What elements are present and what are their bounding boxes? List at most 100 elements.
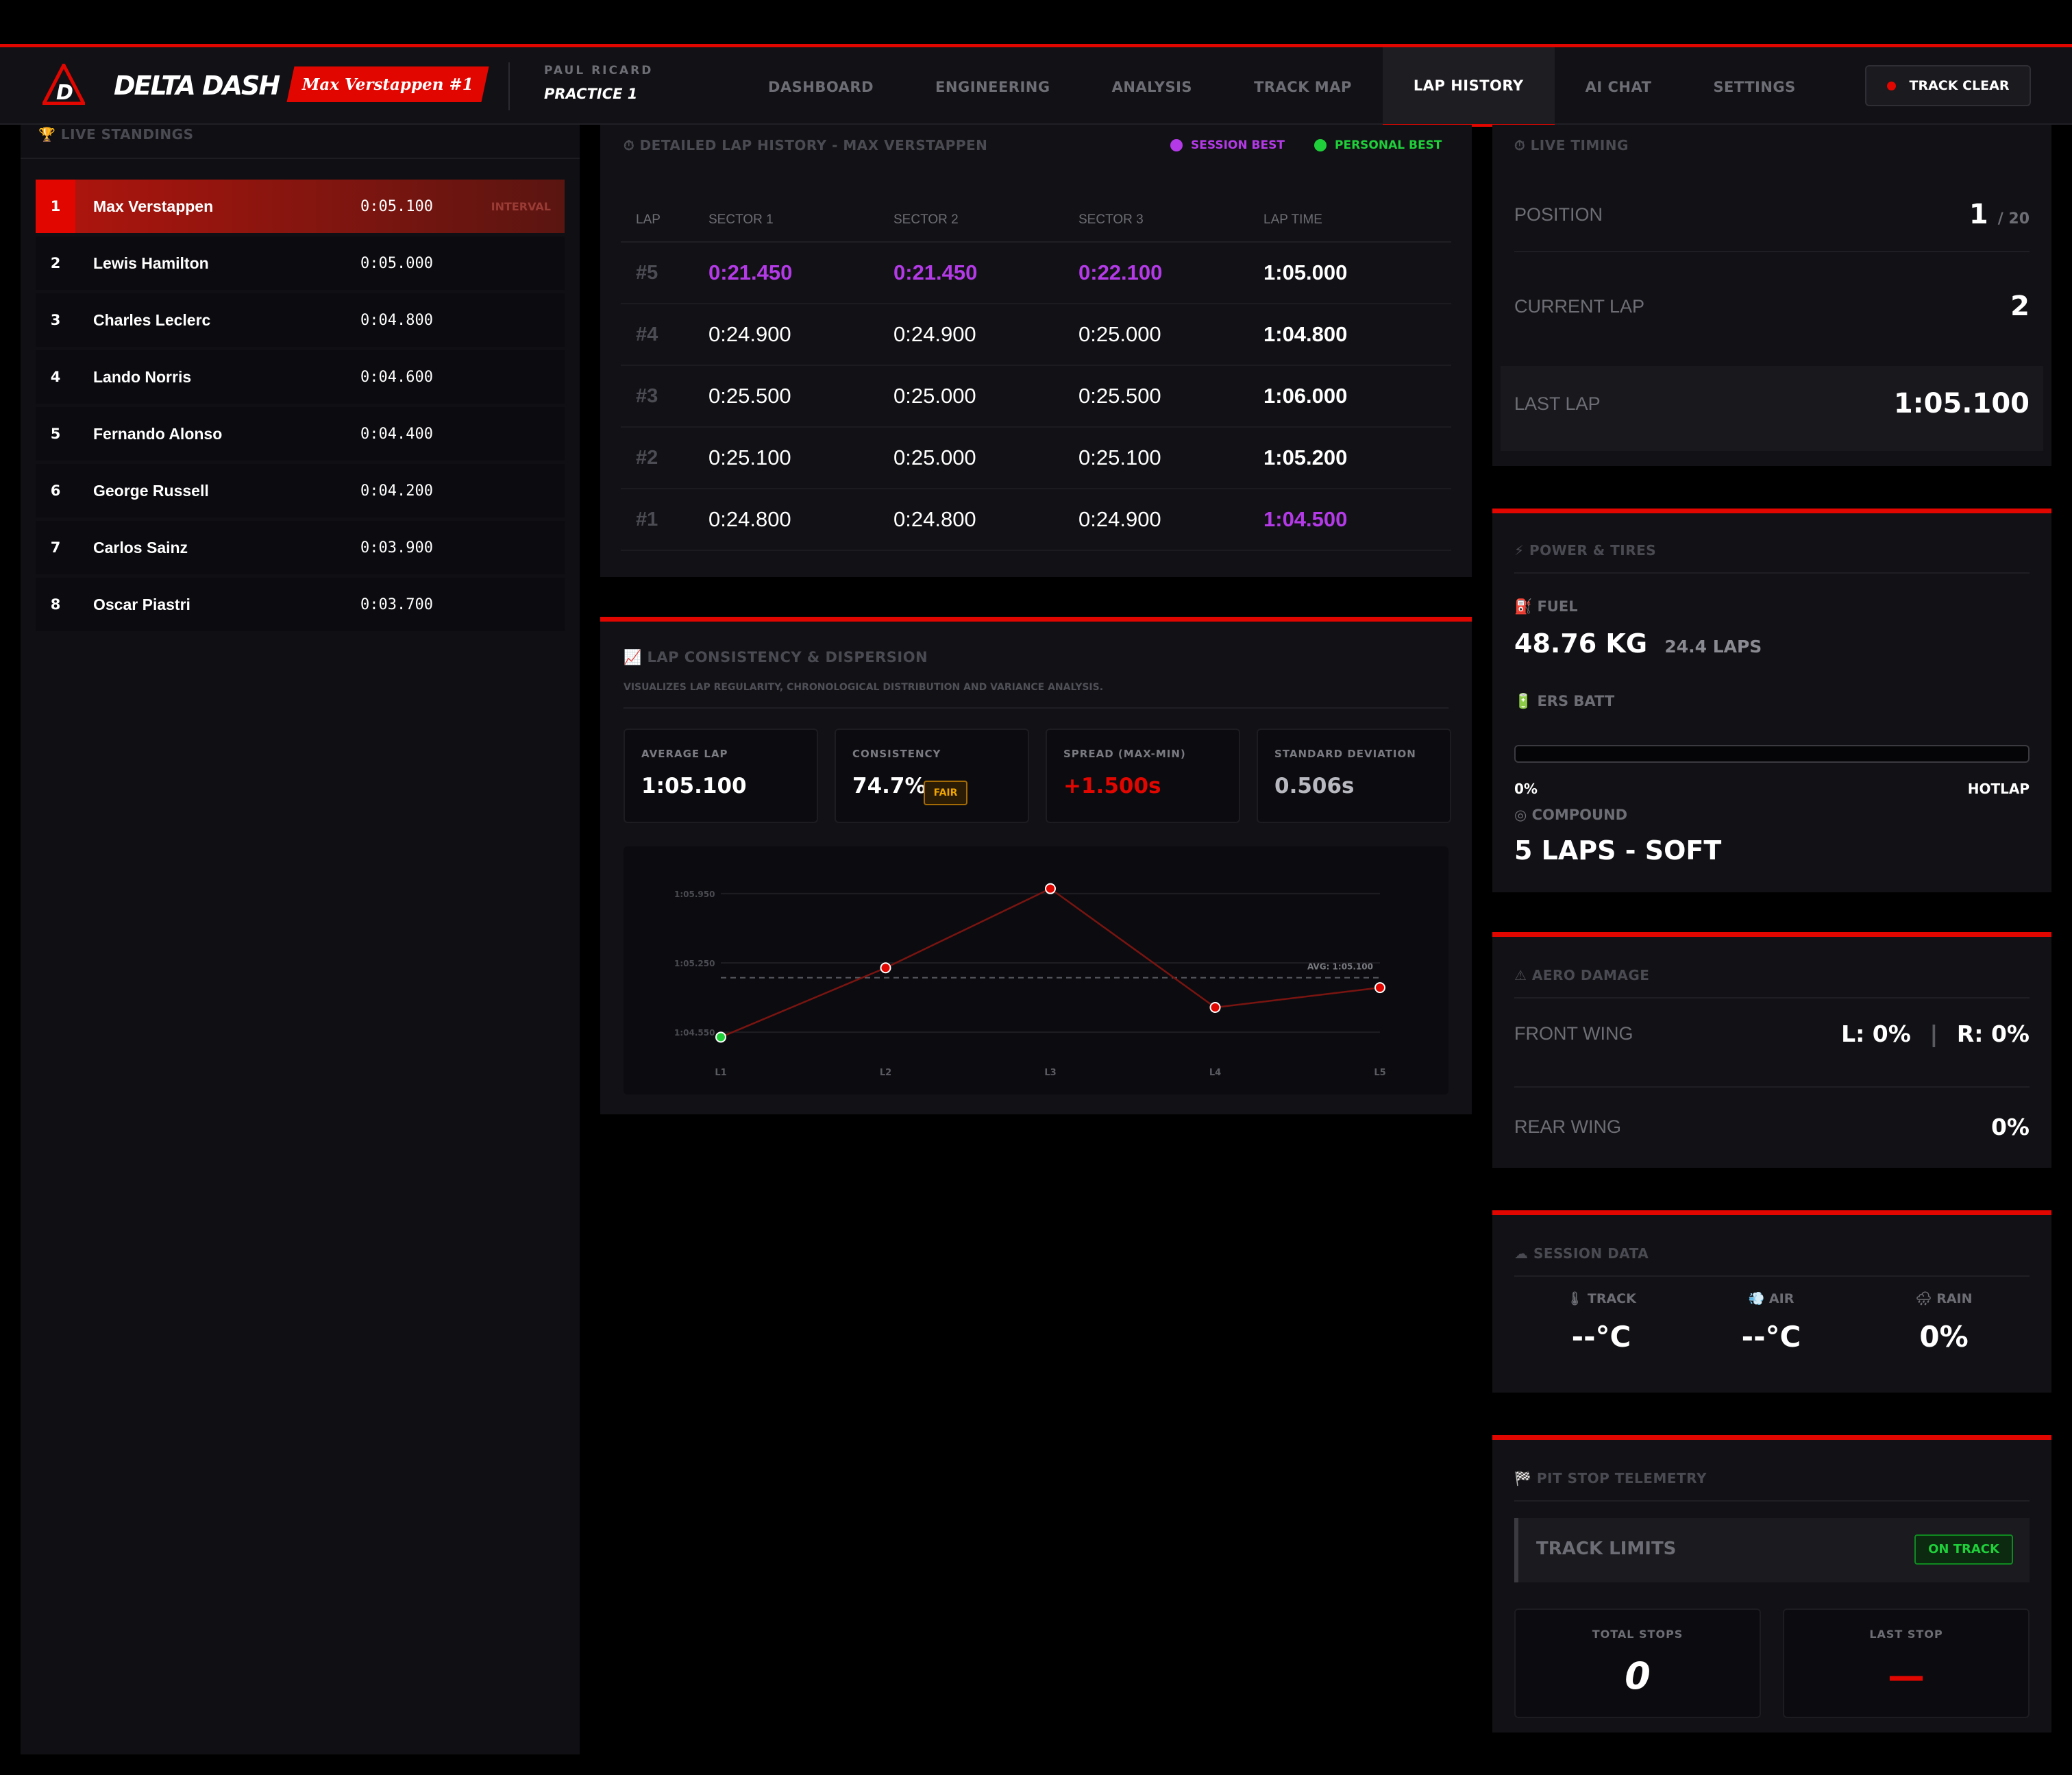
lap-row[interactable]: #2 0:25.100 0:25.000 0:25.100 1:05.200 — [621, 428, 1451, 489]
tab-settings[interactable]: SETTINGS — [1682, 47, 1826, 127]
power-tires-title: ⚡ POWER & TIRES — [1514, 542, 1656, 559]
tab-track-map[interactable]: TRACK MAP — [1223, 47, 1383, 127]
live-standings-panel: 🏆 LIVE STANDINGS 1 Max Verstappen 0:05.100… — [21, 125, 580, 1754]
stat-spread: SPREAD (MAX-MIN) +1.500s — [1046, 729, 1240, 823]
driver-gap: 0:03.700 — [360, 596, 433, 613]
rear-wing-label: REAR WING — [1514, 1116, 1621, 1138]
driver-name: Charles Leclerc — [93, 311, 210, 330]
stat-label: CONSISTENCY — [852, 748, 941, 760]
legend-personal-best: PERSONAL BEST — [1314, 138, 1442, 152]
sector-3-time: 0:25.100 — [1078, 445, 1263, 470]
standings-position: 2 — [36, 255, 75, 271]
driver-name: Carlos Sainz — [93, 539, 188, 557]
sector-2-time: 0:21.450 — [893, 260, 1078, 285]
col-sector-3: SECTOR 3 — [1078, 212, 1263, 228]
driver-badge-label: Max Verstappen #1 — [302, 75, 473, 94]
lap-row[interactable]: #3 0:25.500 0:25.000 0:25.500 1:06.000 — [621, 366, 1451, 428]
tab-dashboard[interactable]: DASHBOARD — [737, 47, 904, 127]
standings-row[interactable]: 3 Charles Leclerc 0:04.800 — [36, 293, 565, 347]
lap-number: #1 — [621, 509, 708, 531]
consistency-subtitle: VISUALIZES LAP REGULARITY, CHRONOLOGICAL… — [624, 682, 1103, 693]
sector-1-time: 0:25.500 — [708, 384, 893, 408]
value-separator: | — [1929, 1020, 1938, 1047]
driver-name: Lewis Hamilton — [93, 254, 209, 273]
sector-2-time: 0:25.000 — [893, 384, 1078, 408]
header-divider — [508, 62, 510, 110]
track-temp-label: 🌡 TRACK — [1516, 1290, 1687, 1306]
total-stops-value: 0 — [1516, 1654, 1760, 1698]
session-data-panel: ☁ SESSION DATA 🌡 TRACK --°C 💨 AIR --°C 🌧… — [1492, 1210, 2051, 1393]
standings-row[interactable]: 1 Max Verstappen 0:05.100 INTERVAL — [36, 180, 565, 233]
standings-row[interactable]: 5 Fernando Alonso 0:04.400 — [36, 407, 565, 461]
last-stop-box: LAST STOP — — [1783, 1608, 2030, 1718]
tab-ai-chat[interactable]: AI CHAT — [1555, 47, 1683, 127]
col-sector-1: SECTOR 1 — [708, 212, 893, 228]
circuit-name: PAUL RICARD — [544, 64, 653, 77]
rain-label: 🌧 RAIN — [1858, 1290, 2030, 1306]
driver-gap: 0:04.800 — [360, 312, 433, 329]
col-lap: LAP — [621, 212, 708, 228]
standings-position: 5 — [36, 426, 75, 442]
aero-damage-panel: ⚠ AERO DAMAGE FRONT WING L: 0% | R: 0% R… — [1492, 932, 2051, 1168]
standings-divider — [21, 158, 580, 159]
legend-personal-best-label: PERSONAL BEST — [1335, 138, 1442, 152]
track-limits-label: TRACK LIMITS — [1536, 1539, 1676, 1559]
consistency-rating-badge: FAIR — [924, 781, 967, 805]
top-header: D DELTA DASH Max Verstappen #1 PAUL RICA… — [0, 44, 2072, 125]
lap-row[interactable]: #4 0:24.900 0:24.900 0:25.000 1:04.800 — [621, 304, 1451, 366]
stat-label: STANDARD DEVIATION — [1274, 748, 1416, 760]
chart-point — [716, 1032, 726, 1042]
sector-2-time: 0:25.000 — [893, 445, 1078, 470]
chart-x-tick-label: L4 — [1209, 1068, 1221, 1078]
position-value: 1 / 20 — [1969, 199, 2030, 230]
session-divider — [1514, 1275, 2030, 1277]
standings-row[interactable]: 8 Oscar Piastri 0:03.700 — [36, 578, 565, 631]
ers-mode: HOTLAP — [1968, 781, 2030, 797]
lap-history-title: ⏱ DETAILED LAP HISTORY - MAX VERSTAPPEN — [624, 137, 987, 154]
lap-number: #5 — [621, 262, 708, 284]
lap-row[interactable]: #5 0:21.450 0:21.450 0:22.100 1:05.000 — [621, 243, 1451, 304]
ers-battery-bar — [1514, 745, 2030, 763]
chart-y-tick-label: 1:05.950 — [674, 890, 715, 899]
current-lap-value: 2 — [2010, 291, 2030, 322]
standings-row[interactable]: 4 Lando Norris 0:04.600 — [36, 350, 565, 404]
lap-number: #4 — [621, 323, 708, 346]
sector-1-time: 0:24.900 — [708, 322, 893, 347]
session-name: PRACTICE 1 — [544, 86, 637, 102]
sector-3-time: 0:25.000 — [1078, 322, 1263, 347]
aero-divider-2 — [1514, 1086, 2030, 1088]
track-status-button[interactable]: TRACK CLEAR — [1865, 65, 2031, 106]
stat-value: 0.506s — [1274, 774, 1355, 798]
standings-row[interactable]: 2 Lewis Hamilton 0:05.000 — [36, 236, 565, 290]
fuel-label: ⛽ FUEL — [1514, 598, 1578, 615]
purple-dot-icon — [1170, 139, 1183, 151]
timing-divider — [1514, 251, 2030, 252]
compound-label: ◎ COMPOUND — [1514, 807, 1627, 823]
live-timing-title: ⏱ LIVE TIMING — [1514, 137, 1629, 154]
standings-row[interactable]: 7 Carlos Sainz 0:03.900 — [36, 521, 565, 574]
standings-position: 1 — [36, 180, 75, 233]
air-temp-value: --°C — [1686, 1320, 1857, 1354]
driver-badge[interactable]: Max Verstappen #1 — [286, 66, 489, 102]
col-lap-time: LAP TIME — [1263, 212, 1451, 228]
tab-analysis[interactable]: ANALYSIS — [1081, 47, 1223, 127]
stat-std-deviation: STANDARD DEVIATION 0.506s — [1257, 729, 1451, 823]
aero-divider — [1514, 997, 2030, 999]
lap-row[interactable]: #1 0:24.800 0:24.800 0:24.900 1:04.500 — [621, 489, 1451, 551]
lap-history-table: LAP SECTOR 1 SECTOR 2 SECTOR 3 LAP TIME … — [621, 199, 1451, 551]
tab-engineering[interactable]: ENGINEERING — [904, 47, 1081, 127]
standings-row[interactable]: 6 George Russell 0:04.200 — [36, 464, 565, 517]
track-temp-value: --°C — [1516, 1320, 1687, 1354]
pit-divider — [1514, 1500, 2030, 1502]
chart-x-tick-label: L1 — [715, 1068, 726, 1078]
stat-average-lap: AVERAGE LAP 1:05.100 — [624, 729, 818, 823]
driver-gap: 0:03.900 — [360, 539, 433, 556]
fuel-kg: 48.76 KG — [1514, 628, 1647, 659]
last-lap-label: LAST LAP — [1514, 393, 1601, 415]
standings-position: 4 — [36, 369, 75, 385]
tab-lap-history[interactable]: LAP HISTORY — [1383, 47, 1555, 127]
delta-logo-icon[interactable]: D — [42, 64, 85, 105]
chart-point — [1046, 884, 1055, 894]
sector-1-time: 0:25.100 — [708, 445, 893, 470]
stat-value: 74.7% — [852, 774, 926, 798]
